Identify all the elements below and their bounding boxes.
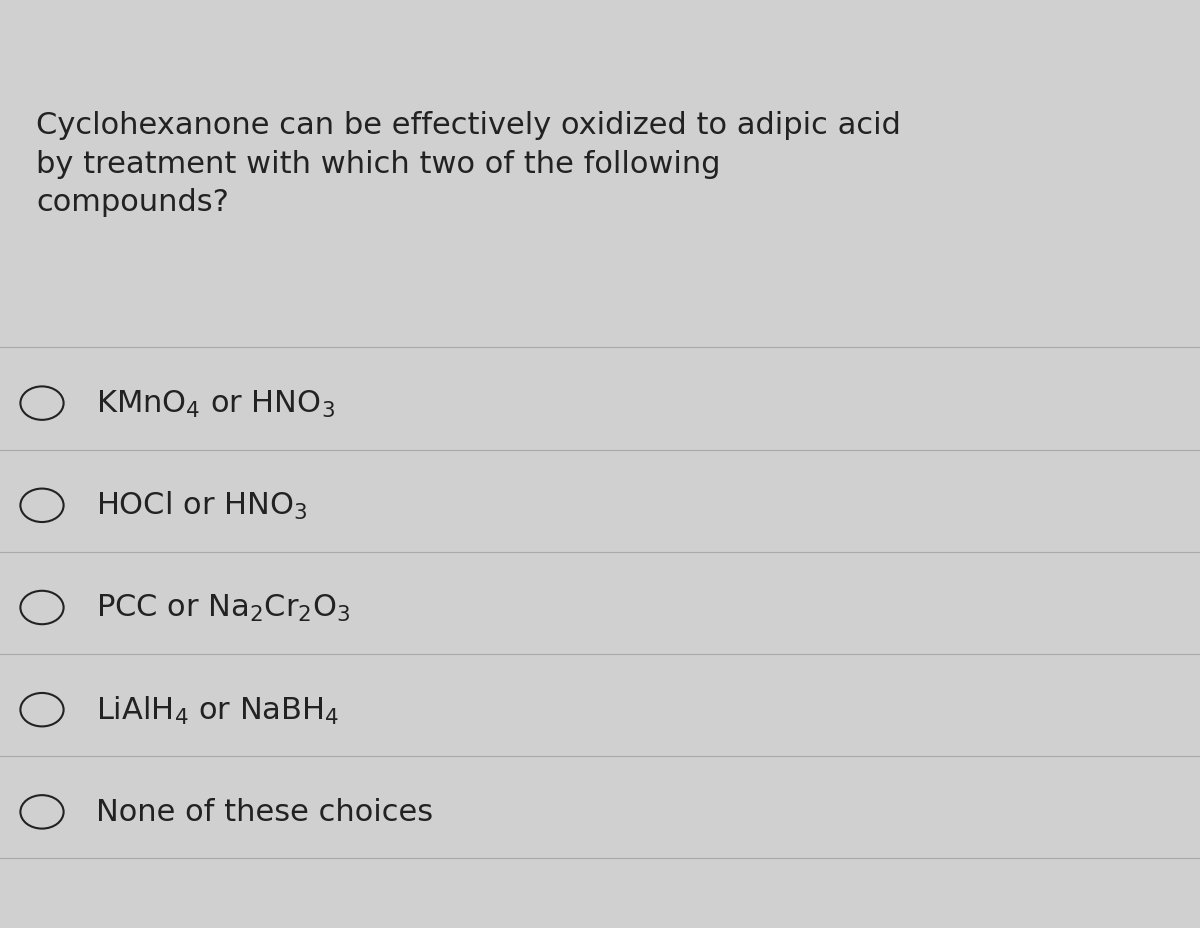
Text: None of these choices: None of these choices xyxy=(96,797,433,827)
Text: KMnO$_4$ or HNO$_3$: KMnO$_4$ or HNO$_3$ xyxy=(96,388,335,419)
Text: PCC or Na$_2$Cr$_2$O$_3$: PCC or Na$_2$Cr$_2$O$_3$ xyxy=(96,592,350,624)
Text: HOCl or HNO$_3$: HOCl or HNO$_3$ xyxy=(96,490,307,522)
Text: Cyclohexanone can be effectively oxidized to adipic acid
by treatment with which: Cyclohexanone can be effectively oxidize… xyxy=(36,111,901,216)
Text: LiAlH$_4$ or NaBH$_4$: LiAlH$_4$ or NaBH$_4$ xyxy=(96,694,340,726)
